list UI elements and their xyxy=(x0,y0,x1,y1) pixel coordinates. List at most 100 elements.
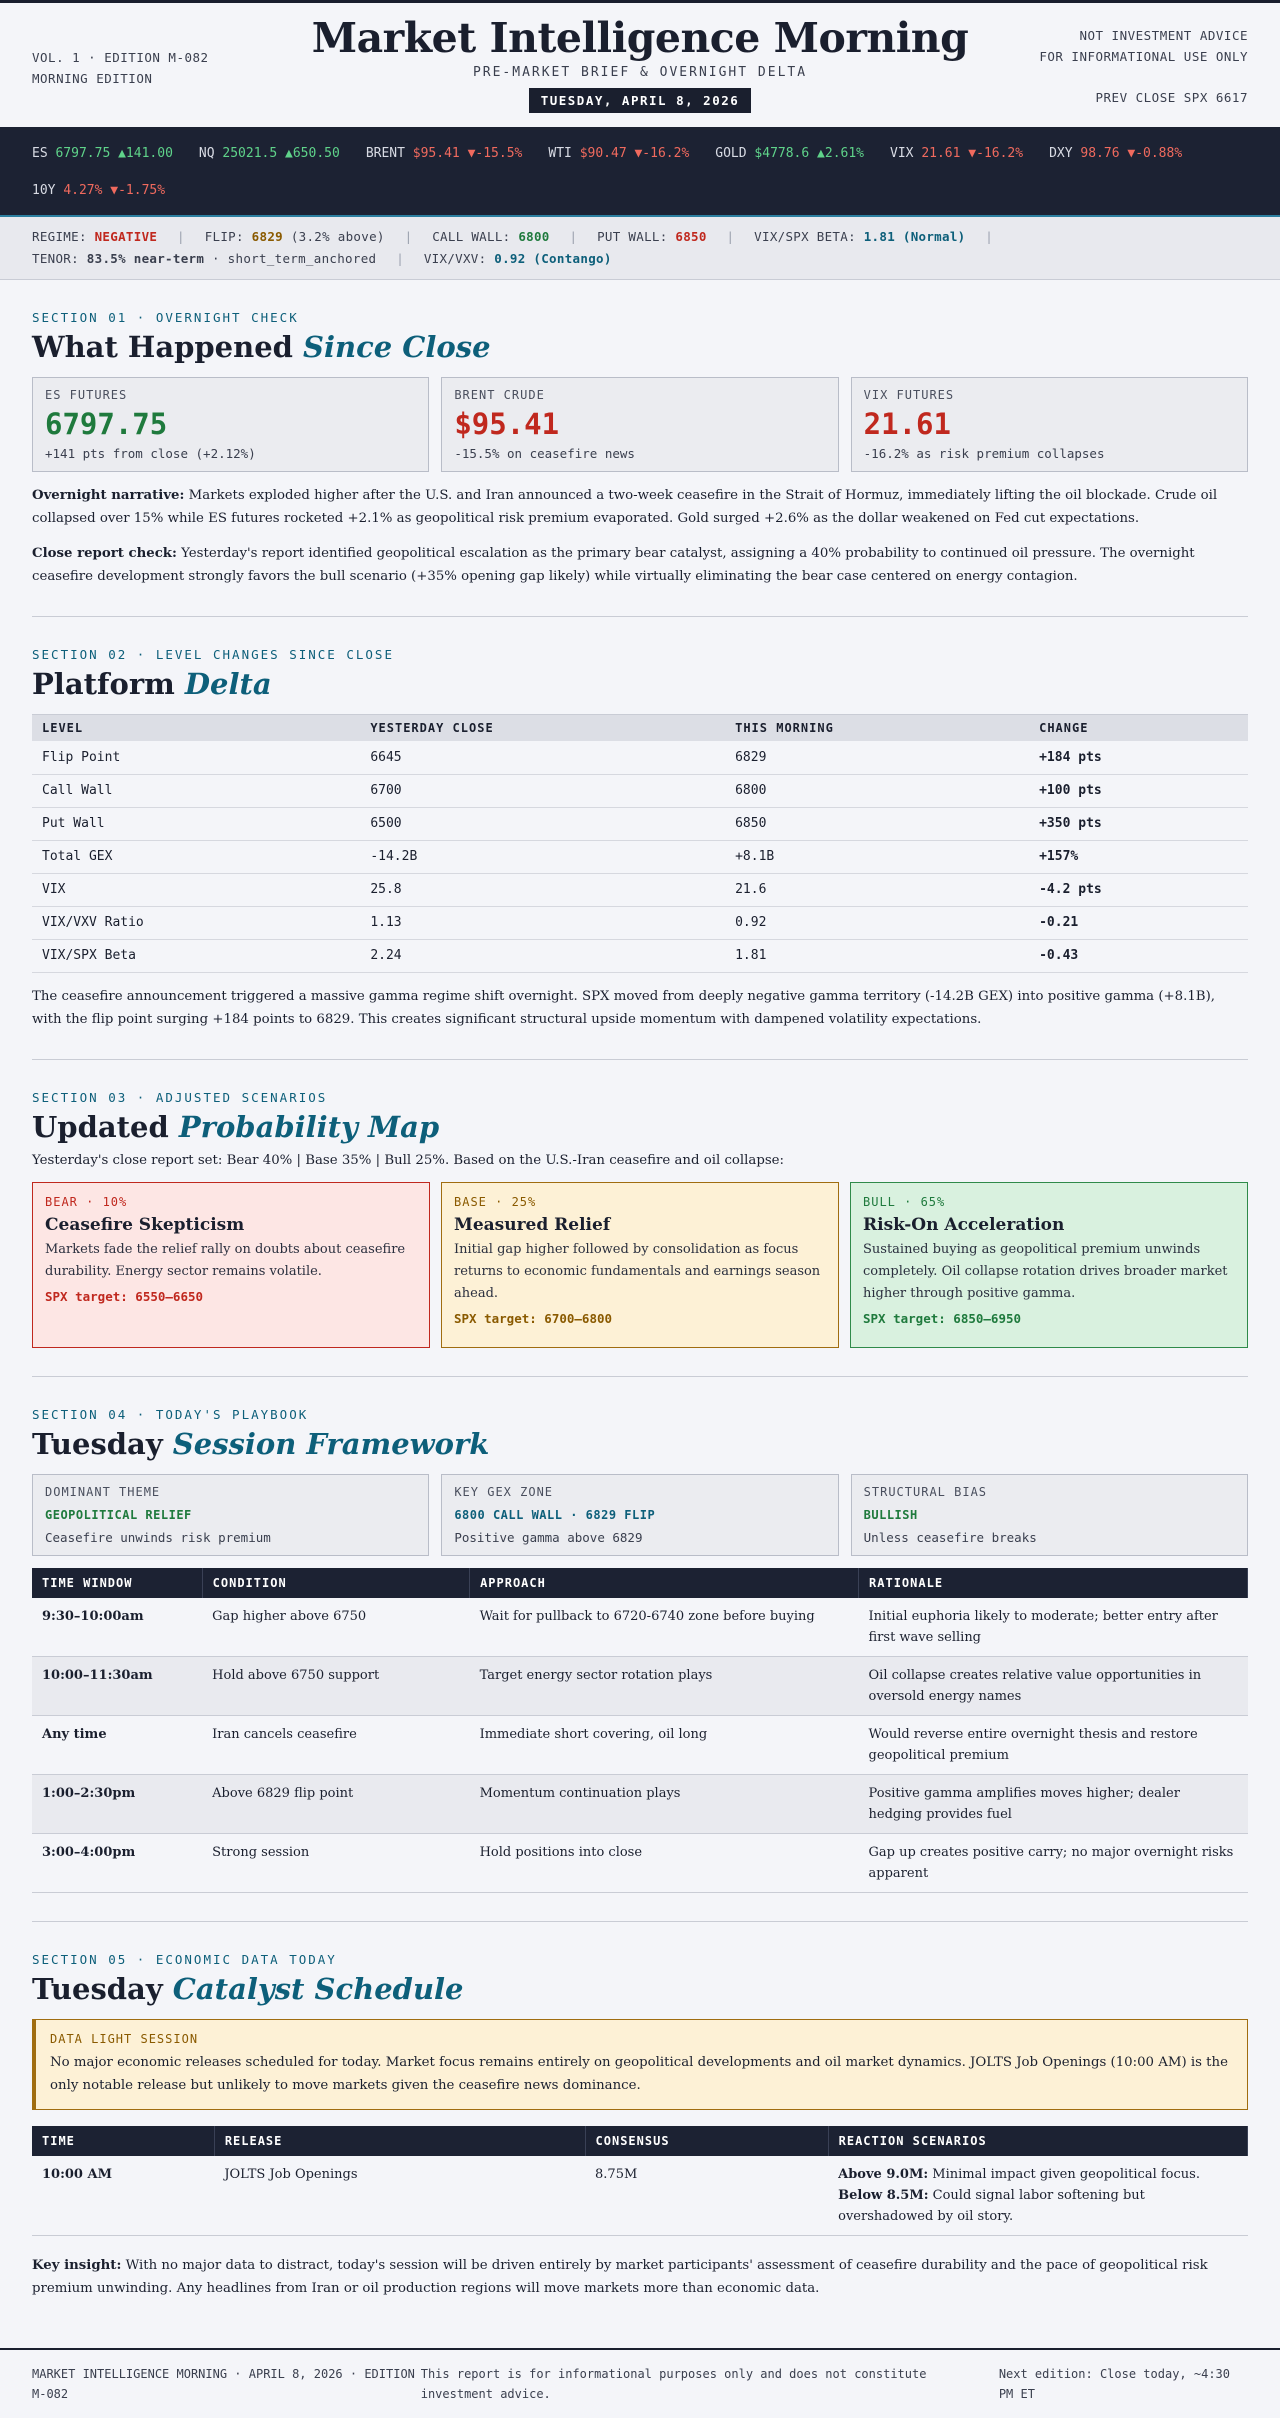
cell-time-window: Any time xyxy=(32,1715,203,1775)
edition-info: VOL. 1 · EDITION M-082 MORNING EDITION xyxy=(32,47,209,89)
vxv-label: VIX/VXV: xyxy=(423,251,487,266)
separator: | xyxy=(404,229,413,244)
scenario-target: SPX target: 6850–6950 xyxy=(863,1310,1022,1326)
table-row: 3:00–4:00pm Strong session Hold positions … xyxy=(32,1833,1248,1893)
ticker-item-es: ES 6797.75 ▲141.00 xyxy=(32,135,173,172)
cell-level: Total GEX xyxy=(32,840,361,874)
paragraph-text: Markets exploded higher after the U.S. a… xyxy=(32,488,1218,526)
cell-level: VIX/SPX Beta xyxy=(32,939,361,973)
cell-change: +184 pts xyxy=(1029,741,1248,775)
scenario-intro: Yesterday's close report set: Bear 40% |… xyxy=(32,1152,785,1168)
table-header-row: LEVEL YESTERDAY CLOSE THIS MORNING CHANG… xyxy=(32,714,1248,741)
overnight-cards: ES FUTURES 6797.75 +141 pts from close (… xyxy=(32,377,1248,472)
cell-rationale: Initial euphoria likely to moderate; bet… xyxy=(858,1597,1248,1657)
ticker-price: 25021.5 xyxy=(222,146,278,161)
cell-condition: Iran cancels ceasefire xyxy=(202,1715,470,1775)
cell-time-window: 10:00–11:30am xyxy=(32,1656,203,1716)
cell-time-window: 9:30–10:00am xyxy=(32,1597,203,1657)
section-catalyst-schedule: SECTION 05 · ECONOMIC DATA TODAY Tuesday… xyxy=(32,1922,1249,2328)
cell-level: VIX xyxy=(32,873,361,907)
disclaimer-line-1: NOT INVESTMENT ADVICE xyxy=(1079,28,1248,43)
table-row: 1:00–2:30pm Above 6829 flip point Momentum… xyxy=(32,1774,1248,1834)
paragraph-lead: Overnight narrative: xyxy=(32,488,185,503)
section-label: SECTION 05 · ECONOMIC DATA TODAY xyxy=(32,1951,337,1967)
table-row: 9:30–10:00am Gap higher above 6750 Wait fo… xyxy=(32,1597,1248,1657)
paragraph-text: With no major data to distract, today's … xyxy=(32,2257,1208,2296)
separator: | xyxy=(985,229,994,244)
section-title-main: Tuesday xyxy=(32,1971,173,2006)
scenario-description: Initial gap higher followed by consolida… xyxy=(454,1241,821,1301)
put-wall-label: PUT WALL: xyxy=(597,229,668,244)
data-light-callout: DATA LIGHT SESSION No major economic rel… xyxy=(32,2018,1248,2110)
section-title-main: Updated xyxy=(32,1109,179,1144)
ticker-symbol: NQ xyxy=(198,146,215,161)
table-row: VIX 25.8 21.6 -4.2 pts xyxy=(32,873,1248,907)
ticker-change: ▼-16.2% xyxy=(968,146,1024,161)
ticker-item-wti: WTI $90.47 ▼-16.2% xyxy=(548,135,689,172)
cell-this-morning: 1.81 xyxy=(725,939,1030,973)
regime-line-1: REGIME: NEGATIVE | FLIP: 6829 (3.2% abov… xyxy=(32,226,1248,248)
column-header: TIME WINDOW xyxy=(32,1567,203,1598)
table-row: Put Wall 6500 6850 +350 pts xyxy=(32,807,1248,841)
table-row: Total GEX -14.2B +8.1B +157% xyxy=(32,840,1248,874)
scenario-target: SPX target: 6700–6800 xyxy=(454,1310,613,1326)
playbook-cards: DOMINANT THEME GEOPOLITICAL RELIEF Cease… xyxy=(32,1473,1248,1556)
cell-approach: Immediate short covering, oil long xyxy=(469,1715,859,1775)
cell-level: Put Wall xyxy=(32,807,361,841)
cell-yesterday: 2.24 xyxy=(360,939,726,973)
column-header: LEVEL xyxy=(32,714,361,741)
ticker-symbol: VIX xyxy=(890,146,914,161)
card-label: ES FUTURES xyxy=(45,388,128,402)
ticker-symbol: WTI xyxy=(548,146,572,161)
footer-disclaimer: This report is for informational purpose… xyxy=(420,2366,927,2401)
section-title-accent: Catalyst Schedule xyxy=(172,1971,464,2006)
delta-commentary: The ceasefire announcement triggered a m… xyxy=(32,988,1215,1027)
table-row: 10:00 AM JOLTS Job Openings 8.75M Above … xyxy=(32,2155,1248,2236)
masthead: VOL. 1 · EDITION M-082 MORNING EDITION M… xyxy=(0,3,1280,127)
scenario-description: Markets fade the relief rally on doubts … xyxy=(45,1241,406,1279)
section-title-main: Tuesday xyxy=(32,1426,173,1461)
scenario-title: Ceasefire Skepticism xyxy=(45,1214,245,1235)
cell-yesterday: 1.13 xyxy=(360,906,726,940)
vxv-value: 0.92 (Contango) xyxy=(494,251,612,266)
brent-crude-card: BRENT CRUDE $95.41 -15.5% on ceasefire n… xyxy=(441,377,839,472)
ticker-change: ▼-1.75% xyxy=(110,183,166,198)
reaction-text: Minimal impact given geopolitical focus. xyxy=(928,2166,1200,2182)
ticker-change: ▲141.00 xyxy=(118,146,173,161)
ticker-item-10y: 10Y 4.27% ▼-1.75% xyxy=(32,172,165,209)
ticker-symbol: GOLD xyxy=(715,146,747,161)
cell-rationale: Would reverse entire overnight thesis an… xyxy=(858,1715,1248,1775)
tenor-label: TENOR: xyxy=(32,251,79,266)
cell-rationale: Gap up creates positive carry; no major … xyxy=(858,1833,1248,1893)
section-title-main: What Happened xyxy=(32,330,304,364)
delta-table: LEVEL YESTERDAY CLOSE THIS MORNING CHANG… xyxy=(32,714,1248,973)
flip-label: FLIP: xyxy=(204,229,244,244)
separator: | xyxy=(569,229,578,244)
dominant-theme-card: DOMINANT THEME GEOPOLITICAL RELIEF Cease… xyxy=(32,1473,430,1556)
cell-rationale: Positive gamma amplifies moves higher; d… xyxy=(858,1774,1248,1834)
section-title-main: Platform xyxy=(32,667,185,701)
bear-scenario-card: BEAR · 10% Ceasefire Skepticism Markets … xyxy=(32,1181,430,1348)
card-value: 21.61 xyxy=(863,407,951,441)
ticker-change: ▲650.50 xyxy=(285,146,340,161)
page-footer: MARKET INTELLIGENCE MORNING · APRIL 8, 2… xyxy=(0,2347,1280,2418)
ticker-change: ▼-15.5% xyxy=(467,146,523,161)
card-note: Unless ceasefire breaks xyxy=(863,1529,1037,1545)
ticker-change: ▼-16.2% xyxy=(634,146,690,161)
cell-change: +350 pts xyxy=(1029,807,1248,841)
cell-this-morning: 6800 xyxy=(725,774,1030,808)
card-note: Positive gamma above 6829 xyxy=(454,1529,643,1545)
separator: | xyxy=(177,229,185,244)
regime-line-2: TENOR: 83.5% near-term · short_term_anch… xyxy=(32,248,1248,270)
reaction-text: Could signal labor softening but oversha… xyxy=(838,2187,1145,2224)
es-futures-card: ES FUTURES 6797.75 +141 pts from close (… xyxy=(32,377,430,472)
scenario-label: BASE · 25% xyxy=(454,1194,537,1209)
cell-yesterday: 6700 xyxy=(360,774,726,808)
table-row: Call Wall 6700 6800 +100 pts xyxy=(32,774,1248,808)
section-label: SECTION 04 · TODAY'S PLAYBOOK xyxy=(32,1406,309,1422)
table-row: Any time Iran cancels ceasefire Immediate … xyxy=(32,1715,1248,1775)
table-row: Flip Point 6645 6829 +184 pts xyxy=(32,741,1248,775)
ticker-price: 21.61 xyxy=(921,146,961,161)
tenor-value: 83.5% near-term xyxy=(86,251,205,266)
footer-edition: MARKET INTELLIGENCE MORNING · APRIL 8, 2… xyxy=(32,2366,415,2401)
